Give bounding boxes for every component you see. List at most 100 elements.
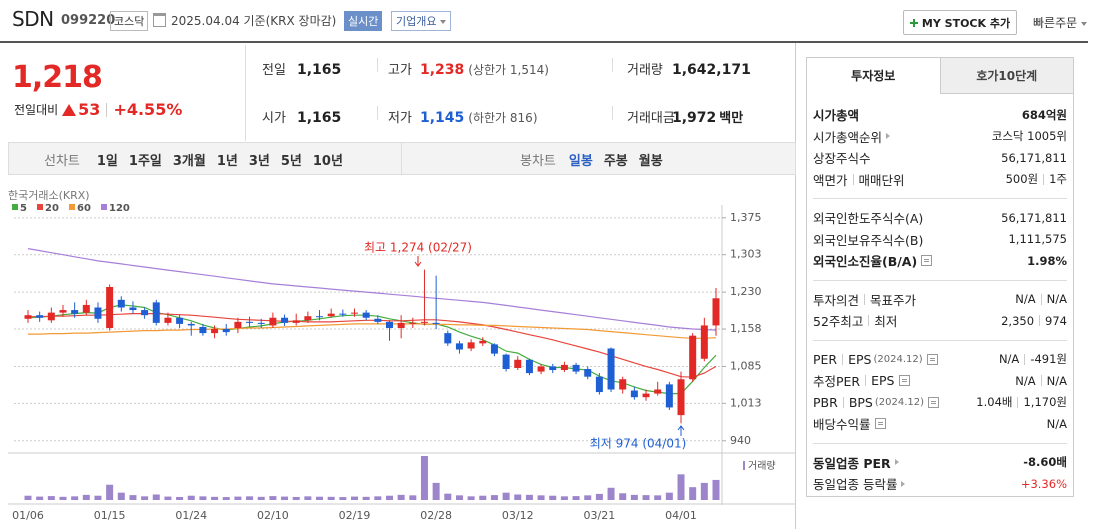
value-part: N/A: [1046, 373, 1067, 388]
period-option[interactable]: 1일: [96, 154, 118, 169]
period-option[interactable]: 주봉: [603, 154, 628, 169]
divider: [377, 58, 378, 72]
row-label: 액면가 매매단위: [813, 170, 905, 189]
volume-bar: [117, 492, 125, 500]
volume-bar: [327, 496, 335, 500]
caret: [1081, 21, 1088, 26]
value-part: 1.98%: [1027, 253, 1067, 268]
separator: [1043, 173, 1045, 185]
panel-section: 시가총액 684억원 시가총액순위 코스닥 1005위 상장주식수 56,171,811 액…: [813, 94, 1067, 199]
info-icon[interactable]: [898, 375, 910, 387]
period-option[interactable]: 1주일: [128, 154, 162, 169]
panel-row: 외국인한도주식수(A) 56,171,811: [813, 207, 1067, 229]
volume-bar: [525, 494, 533, 500]
quote-cell: 거래량 1,642,171: [627, 59, 751, 78]
candle-body: [677, 379, 685, 416]
period-option[interactable]: 5년: [280, 154, 302, 169]
x-tick-label: 03/21: [584, 509, 616, 522]
volume-bar: [292, 496, 300, 500]
quick-order[interactable]: 빠른주문: [1033, 14, 1088, 31]
candle-body: [211, 329, 219, 334]
value-part: 1,170원: [1023, 395, 1067, 410]
volume-bar: [246, 496, 254, 500]
period-option[interactable]: 3개월: [172, 154, 206, 169]
info-icon[interactable]: [926, 353, 938, 365]
label-part: PBR: [813, 394, 838, 410]
separator: [1040, 375, 1042, 387]
mystock-button[interactable]: MY STOCK 추가: [903, 10, 1017, 35]
candle-body: [199, 326, 207, 334]
link-arrow[interactable]: [886, 133, 891, 140]
volume-bar: [339, 497, 347, 500]
period-option[interactable]: 월봉: [638, 154, 663, 169]
candle-body: [385, 321, 393, 328]
candle-body: [537, 366, 545, 372]
y-tick-label: 1,158: [730, 322, 762, 335]
candle-chart-periods: 봉차트 일봉 주봉 월봉: [520, 150, 663, 169]
volume-bar: [467, 496, 475, 500]
period-option[interactable]: 3년: [248, 154, 270, 169]
volume-bar: [211, 496, 219, 500]
quote-label: 전일: [262, 63, 286, 78]
volume-bar: [397, 494, 405, 500]
volume-bar: [479, 495, 487, 500]
value-part: N/A: [1046, 416, 1067, 431]
panel-tab[interactable]: 투자정보: [807, 58, 940, 94]
info-icon[interactable]: [874, 418, 886, 430]
label-part: 배당수익률: [813, 417, 871, 433]
toolbar-label[interactable]: 선차트: [44, 154, 80, 169]
toolbar-label[interactable]: 봉차트: [520, 154, 556, 169]
period-option[interactable]: 1년: [216, 154, 238, 169]
chart-toolbar: [8, 142, 796, 175]
panel-tab[interactable]: 호가10단계: [939, 58, 1073, 94]
candle-body: [106, 287, 114, 328]
value-part: N/A: [1046, 292, 1067, 307]
quote-label: 시가: [262, 111, 286, 126]
ma-line: [27, 248, 717, 331]
period-option[interactable]: 10년: [312, 154, 343, 169]
link-arrow[interactable]: [894, 459, 899, 466]
candle-body: [117, 299, 125, 308]
candle-body: [479, 340, 487, 344]
period-option[interactable]: 일봉: [568, 154, 593, 169]
label-part: 시가총액순위: [813, 129, 883, 145]
row-label: 외국인소진율(B/A): [813, 251, 933, 270]
label-part: 외국인보유주식수(B): [813, 232, 924, 248]
x-tick-label: 01/06: [12, 509, 44, 522]
volume-bar: [234, 496, 242, 500]
volume-bar: [94, 495, 102, 500]
panel-row: 동일업종 PER -8.60배: [813, 452, 1067, 474]
row-label: 시가총액: [813, 105, 859, 124]
row-label: PER EPS (2024.12): [813, 352, 938, 367]
candle-body: [572, 364, 580, 372]
legend-label: 120: [109, 203, 130, 214]
panel-section: 투자의견 목표주가 N/A N/A 52주최고 최저 2,350 974: [813, 281, 1067, 341]
label-part: 매매단위: [858, 172, 905, 188]
quote-note: (하한가 816): [468, 111, 538, 125]
quote-unit: 백만: [719, 111, 744, 126]
link-arrow[interactable]: [901, 480, 906, 487]
realtime-badge[interactable]: 실시간: [344, 11, 383, 31]
volume-bar: [630, 494, 638, 500]
candle-body: [187, 323, 195, 326]
panel-row: 상장주식수 56,171,811: [813, 147, 1067, 169]
candle-body: [420, 321, 428, 323]
y-tick-label: 940: [730, 434, 751, 447]
mystock-label: MY STOCK 추가: [921, 16, 1011, 30]
info-icon[interactable]: [928, 396, 940, 408]
separator: [1040, 293, 1042, 305]
row-label: 52주최고 최저: [813, 311, 897, 330]
info-icon[interactable]: [921, 255, 933, 267]
high-annotation: 최고 1,274 (02/27): [364, 241, 472, 255]
value-part: N/A: [998, 352, 1020, 367]
candle-body: [700, 325, 708, 359]
panel-section: 동일업종 PER -8.60배 동일업종 등락률 +3.36%: [813, 444, 1067, 503]
candle-body: [24, 315, 32, 319]
overview-button[interactable]: 기업개요: [391, 11, 452, 31]
label-part: EPS: [848, 351, 872, 367]
candle-body: [619, 379, 627, 390]
volume-bar: [316, 496, 324, 500]
candle-body: [514, 359, 522, 368]
row-value: N/A -491원: [999, 351, 1067, 367]
volume-bar: [47, 496, 55, 500]
